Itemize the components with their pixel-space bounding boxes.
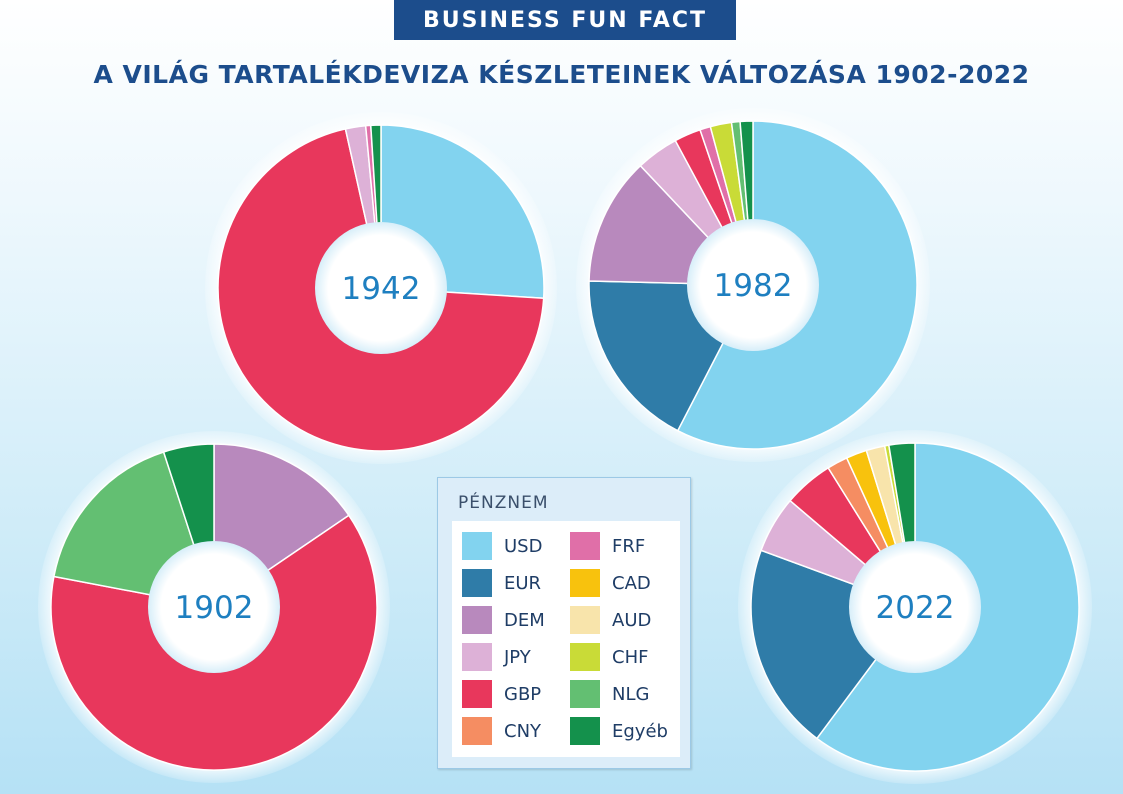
legend-item-dem: DEM: [462, 605, 545, 635]
legend-label: EUR: [504, 572, 542, 594]
legend-swatch: [570, 680, 600, 708]
donut-hole: [148, 541, 280, 673]
legend-label: CHF: [612, 646, 649, 668]
legend-label: Egyéb: [612, 720, 668, 742]
legend-item-cad: CAD: [570, 568, 651, 598]
legend-swatch: [570, 532, 600, 560]
legend-swatch: [462, 606, 492, 634]
year-label: 1982: [714, 268, 793, 304]
legend-label: FRF: [612, 535, 646, 557]
legend-swatch: [462, 717, 492, 745]
legend-item-cny: CNY: [462, 716, 541, 746]
year-label: 1902: [175, 590, 254, 626]
legend-swatch: [462, 532, 492, 560]
donut-hole: [687, 219, 819, 351]
legend-label: NLG: [612, 683, 650, 705]
legend-label: AUD: [612, 609, 652, 631]
legend-item-chf: CHF: [570, 642, 648, 672]
legend-swatch: [462, 643, 492, 671]
legend-swatch: [462, 569, 492, 597]
legend-label: GBP: [504, 683, 542, 705]
legend-label: CNY: [504, 720, 542, 742]
legend-label: CAD: [612, 572, 651, 594]
legend-item-frf: FRF: [570, 531, 645, 561]
legend-swatch: [570, 606, 600, 634]
pie-chart-2022: 2022: [738, 430, 1092, 784]
pie-chart-1942: 1942: [205, 112, 557, 464]
legend-item-nlg: NLG: [570, 679, 649, 709]
legend-swatch: [570, 643, 600, 671]
year-label: 2022: [876, 590, 955, 626]
donut-hole: [315, 222, 447, 354]
legend: PÉNZNEM USD EUR DEM JPY GBP CNY FRF CAD AUD CHF NL…: [437, 477, 691, 769]
legend-item-jpy: JPY: [462, 642, 531, 672]
year-label: 1942: [342, 271, 421, 307]
legend-label: JPY: [504, 646, 531, 668]
legend-item-usd: USD: [462, 531, 542, 561]
legend-item-eur: EUR: [462, 568, 541, 598]
legend-label: USD: [504, 535, 543, 557]
legend-swatch: [462, 680, 492, 708]
legend-box: USD EUR DEM JPY GBP CNY FRF CAD AUD CHF NLG Egyéb: [452, 521, 680, 757]
legend-swatch: [570, 717, 600, 745]
legend-item-gbp: GBP: [462, 679, 541, 709]
donut-hole: [849, 541, 981, 673]
legend-title: PÉNZNEM: [458, 493, 549, 513]
legend-label: DEM: [504, 609, 545, 631]
header-badge: BUSINESS FUN FACT: [394, 0, 736, 40]
chart-title: A VILÁG TARTALÉKDEVIZA KÉSZLETEINEK VÁLT…: [93, 60, 1030, 89]
pie-chart-1982: 1982: [576, 108, 930, 462]
legend-item-aud: AUD: [570, 605, 651, 635]
pie-chart-1902: 1902: [38, 431, 390, 783]
legend-item-egyéb: Egyéb: [570, 716, 668, 746]
legend-swatch: [570, 569, 600, 597]
